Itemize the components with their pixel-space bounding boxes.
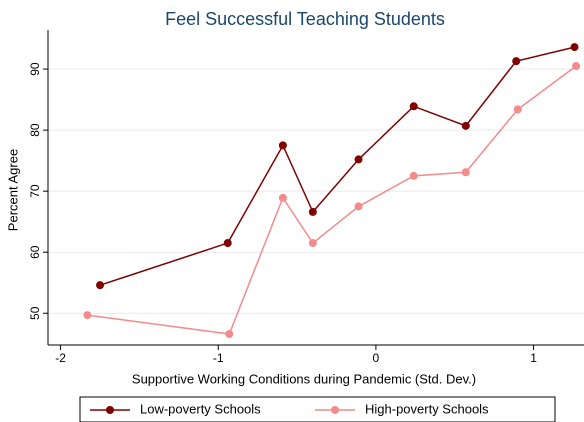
point [461,121,470,130]
point [512,57,521,66]
legend-marker [331,406,339,414]
x-tick-label: -2 [55,351,66,365]
x-tick-label: -1 [213,351,224,365]
point [278,141,287,150]
legend-marker [106,406,114,414]
point [409,171,418,180]
point [223,239,232,248]
legend-label: Low-poverty Schools [140,401,261,416]
x-tick-label: 0 [373,351,380,365]
y-tick-label: 80 [28,123,42,137]
legend-label: High-poverty Schools [365,401,489,416]
y-tick-label: 70 [28,184,42,198]
point [225,330,234,339]
x-tick-label: 1 [530,351,537,365]
point [461,168,470,177]
y-axis-label: Percent Agree [5,149,20,231]
point [354,155,363,164]
y-tick-label: 50 [28,306,42,320]
point [83,311,92,320]
point [409,102,418,111]
point [513,105,522,114]
point [572,62,581,71]
chart-title: Feel Successful Teaching Students [165,9,445,29]
point [278,193,287,202]
point [570,43,579,52]
point [308,239,317,248]
x-axis-label: Supportive Working Conditions during Pan… [132,371,476,386]
y-tick-label: 90 [28,62,42,76]
point [308,207,317,216]
point [354,202,363,211]
y-tick-label: 60 [28,245,42,259]
point [96,281,105,290]
